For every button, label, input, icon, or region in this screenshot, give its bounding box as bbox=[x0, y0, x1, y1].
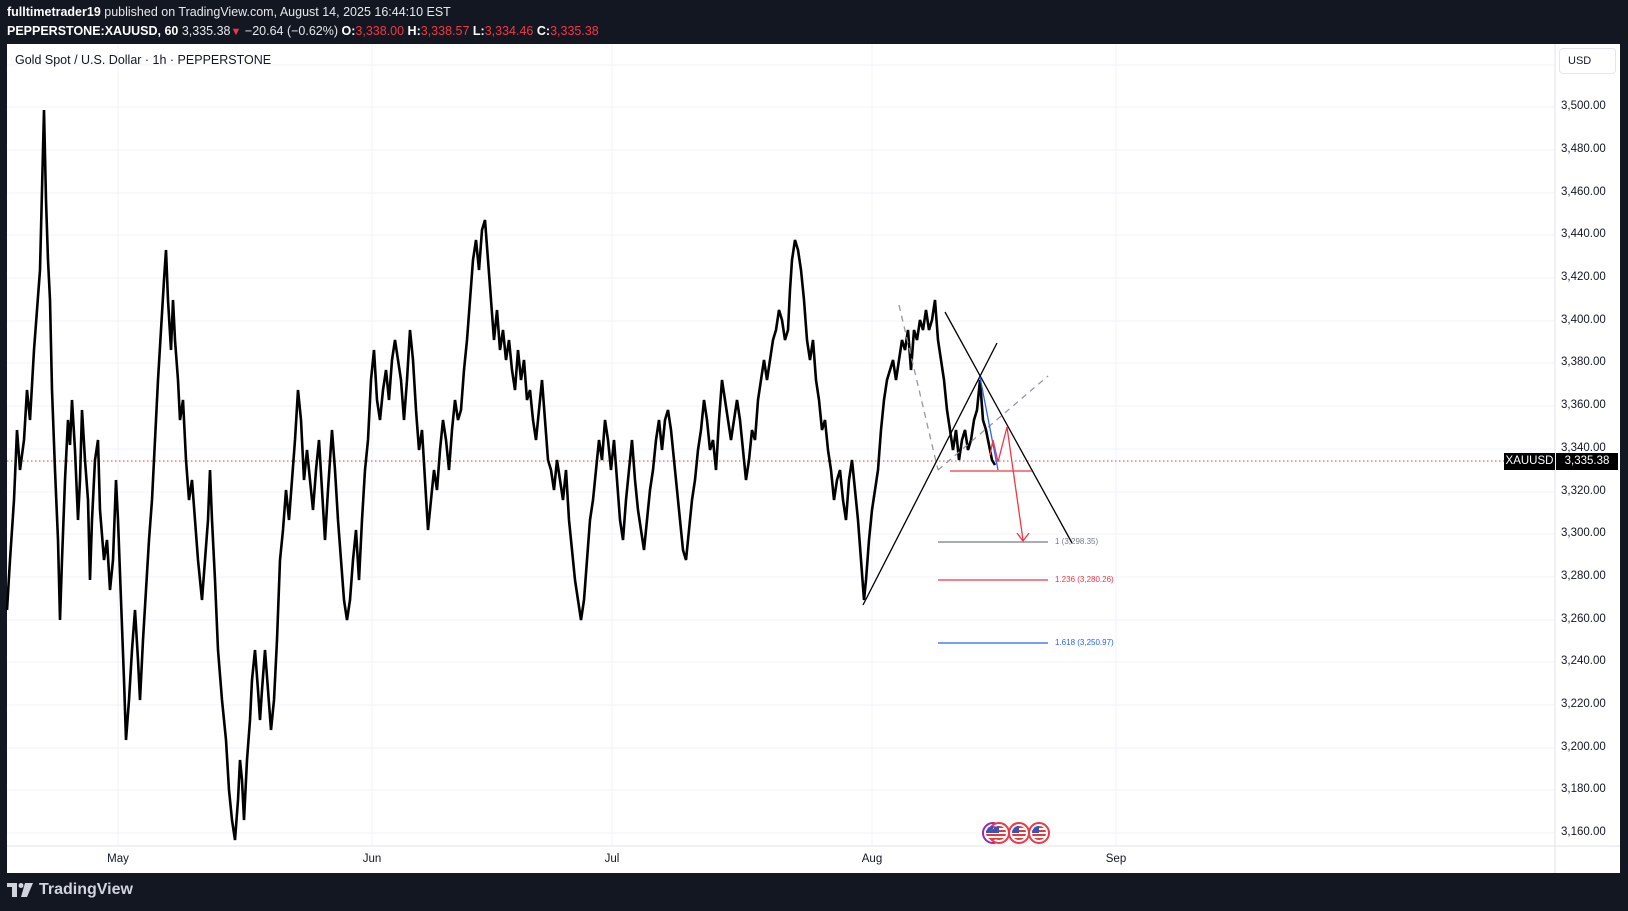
price-tick: 3,380.00 bbox=[1561, 356, 1606, 368]
us-flag-icon bbox=[992, 826, 1006, 840]
us-flag-icon bbox=[1032, 826, 1046, 840]
publication-header: fulltimetrader19 published on TradingVie… bbox=[7, 3, 599, 42]
time-tick: Sep bbox=[1105, 853, 1127, 865]
time-tick: Jun bbox=[362, 853, 382, 865]
price-tick: 3,220.00 bbox=[1561, 698, 1606, 710]
trendline-drawings[interactable] bbox=[862, 304, 1073, 606]
open-label: O: bbox=[341, 24, 356, 38]
close-value: 3,335.38 bbox=[550, 24, 599, 38]
price-tick: 3,320.00 bbox=[1561, 485, 1606, 497]
time-tick: Aug bbox=[861, 853, 883, 865]
price-tick: 3,160.00 bbox=[1561, 826, 1606, 838]
published-text: published on TradingView.com, August 14,… bbox=[104, 5, 451, 19]
projection-arrowhead bbox=[1016, 532, 1030, 543]
projection-path bbox=[989, 426, 1024, 541]
fib-label-1: 1 (3,298.35) bbox=[1055, 537, 1099, 546]
descending-trendline bbox=[944, 311, 1073, 544]
dashed-trendline-2 bbox=[937, 375, 1049, 471]
time-tick: May bbox=[107, 853, 129, 865]
down-triangle-icon: ▼ bbox=[230, 26, 242, 38]
brand-name: TradingView bbox=[39, 881, 133, 898]
economic-event-marker[interactable] bbox=[1028, 822, 1050, 844]
last-price: 3,335.38 bbox=[181, 24, 231, 38]
vertical-grid bbox=[117, 44, 1117, 846]
fib-extension[interactable] bbox=[938, 541, 1048, 644]
ascending-trendline bbox=[862, 342, 998, 606]
price-tick: 3,340.00 bbox=[1561, 442, 1606, 454]
blue-leg-line bbox=[979, 376, 999, 471]
high-value: 3,338.57 bbox=[420, 24, 470, 38]
price-series bbox=[5, 109, 997, 841]
symbol-label: PEPPERSTONE:XAUUSD, 60 bbox=[7, 24, 179, 38]
fib-label-1618: 1.618 (3,250.97) bbox=[1055, 638, 1114, 647]
horizontal-grid bbox=[7, 64, 1555, 834]
price-tick: 3,420.00 bbox=[1561, 271, 1606, 283]
economic-event-marker[interactable] bbox=[988, 822, 1010, 844]
us-flag-icon bbox=[1012, 826, 1026, 840]
chart-title: Gold Spot / U.S. Dollar · 1h · PEPPERSTO… bbox=[15, 53, 272, 67]
price-tick: 3,180.00 bbox=[1561, 783, 1606, 795]
current-price-tag: 3,335.38 bbox=[1556, 453, 1618, 470]
price-tick: 3,500.00 bbox=[1561, 100, 1606, 112]
publisher-line: fulltimetrader19 published on TradingVie… bbox=[7, 3, 599, 22]
price-tick: 3,260.00 bbox=[1561, 613, 1606, 625]
price-tick: 3,460.00 bbox=[1561, 186, 1606, 198]
fib-label-1236: 1.236 (3,280.26) bbox=[1055, 575, 1114, 584]
price-tick: 3,240.00 bbox=[1561, 655, 1606, 667]
author-name[interactable]: fulltimetrader19 bbox=[7, 5, 101, 19]
price-tick: 3,400.00 bbox=[1561, 314, 1606, 326]
price-tick: 3,300.00 bbox=[1561, 527, 1606, 539]
close-label: C: bbox=[536, 24, 551, 38]
economic-event-marker[interactable] bbox=[1008, 822, 1030, 844]
price-tick: 3,360.00 bbox=[1561, 399, 1606, 411]
time-tick: Jul bbox=[604, 853, 620, 865]
tradingview-logo[interactable]: TradingView bbox=[7, 881, 133, 899]
price-tick: 3,280.00 bbox=[1561, 570, 1606, 582]
currency-button[interactable]: USD bbox=[1559, 48, 1616, 74]
chart-panel[interactable] bbox=[7, 44, 1620, 873]
price-change: −20.64 (−0.62%) bbox=[244, 24, 339, 38]
low-label: L: bbox=[472, 24, 485, 38]
price-tick: 3,440.00 bbox=[1561, 228, 1606, 240]
economic-events bbox=[982, 822, 1050, 844]
tradingview-mark-icon bbox=[7, 883, 33, 897]
current-symbol-tag: XAUUSD bbox=[1504, 453, 1555, 470]
high-label: H: bbox=[407, 24, 421, 38]
price-tick: 3,200.00 bbox=[1561, 741, 1606, 753]
price-tick: 3,480.00 bbox=[1561, 143, 1606, 155]
low-value: 3,334.46 bbox=[484, 24, 534, 38]
ohlc-line: PEPPERSTONE:XAUUSD, 60 3,335.38▼ −20.64 … bbox=[7, 22, 599, 42]
open-value: 3,338.00 bbox=[355, 24, 405, 38]
